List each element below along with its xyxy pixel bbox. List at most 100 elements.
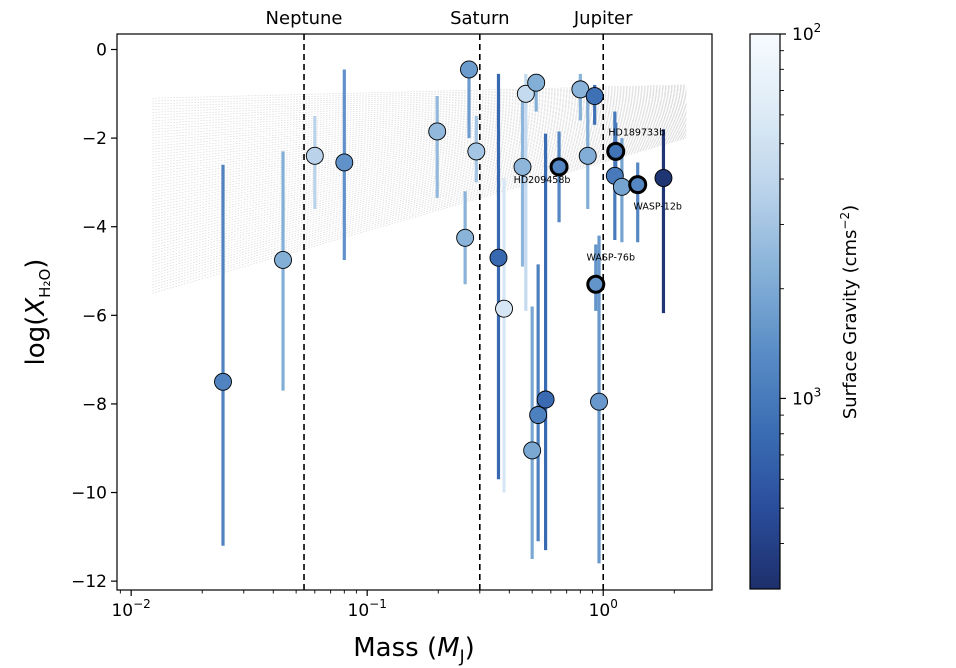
model-fan-line	[152, 100, 687, 156]
model-fan-line	[152, 91, 687, 124]
model-fan-line	[152, 113, 687, 206]
model-fan-line	[152, 118, 687, 223]
data-point	[654, 169, 673, 187]
model-fan-line	[152, 117, 687, 221]
data-point	[529, 406, 548, 424]
model-fan-line	[152, 120, 687, 232]
model-fan-line	[152, 130, 687, 266]
model-fan-line	[152, 123, 687, 240]
colorbar	[749, 33, 781, 590]
model-fan-line	[152, 132, 687, 274]
model-fan-line	[152, 130, 687, 269]
data-point	[578, 146, 597, 165]
model-fan-line	[152, 110, 687, 195]
y-tick-label: −8	[82, 395, 107, 415]
y-axis: 0 −2 −4 −6 −8 −10 −12	[71, 41, 117, 592]
data-point-wasp-12b	[628, 175, 648, 195]
y-axis-label: log(XH₂O)	[21, 259, 54, 366]
model-fan-line	[152, 117, 687, 218]
model-fan-line	[152, 101, 687, 161]
model-fan-line	[152, 129, 687, 263]
model-fan-line	[152, 107, 687, 184]
model-fan-line	[152, 90, 687, 122]
model-fan-line	[152, 84, 687, 99]
model-fan-line	[152, 124, 687, 246]
x-axis-label: Mass (MJ)	[353, 633, 475, 667]
model-fan-line	[152, 119, 687, 226]
reference-label-saturn: Saturn	[450, 8, 509, 29]
data-point	[590, 392, 608, 411]
planet-label-hd189733b: HD189733b	[608, 127, 665, 138]
data-point-wasp-76b	[586, 274, 606, 294]
model-fan-line	[152, 96, 687, 141]
model-fan-line	[152, 88, 687, 113]
model-fan-line	[152, 98, 687, 150]
planet-label-wasp-12b: WASP-12b	[633, 202, 681, 213]
model-fan-line	[152, 100, 687, 158]
data-point	[335, 153, 354, 172]
y-tick-label: −10	[71, 484, 107, 504]
model-fan-line	[152, 134, 687, 283]
data-point	[513, 157, 532, 176]
model-fan-line	[152, 105, 687, 175]
data-point	[467, 142, 486, 161]
reference-label-neptune: Neptune	[266, 8, 343, 29]
model-fan-line	[152, 90, 687, 119]
model-fan-line	[152, 127, 687, 257]
planet-labels: HD209458b WASP-76b HD189733b WASP-12b	[514, 127, 682, 263]
data-point	[536, 390, 555, 409]
model-fan-line	[152, 122, 687, 237]
data-point	[489, 248, 508, 267]
model-fan-line	[152, 136, 687, 288]
model-fan-line	[152, 104, 687, 172]
model-fan-line	[152, 126, 687, 252]
data-point	[585, 87, 604, 105]
model-fan	[152, 84, 687, 294]
model-fan-line	[152, 115, 687, 212]
model-fan-line	[152, 111, 687, 198]
model-fan-line	[152, 137, 687, 291]
data-point-hd209458b	[549, 157, 569, 177]
x-tick-label: 10−2	[111, 597, 150, 621]
model-fan-line	[152, 133, 687, 277]
planet-label-hd209458b: HD209458b	[514, 175, 571, 186]
reference-lines: Neptune Saturn Jupiter	[266, 8, 633, 590]
colorbar-label: Surface Gravity (cms−2)	[838, 205, 861, 419]
colorbar-ticks: 102 103	[780, 21, 821, 544]
model-fan-line	[152, 113, 687, 204]
model-fan-line	[152, 116, 687, 215]
data-point	[523, 441, 542, 460]
model-fan-line	[152, 131, 687, 271]
plot-frame	[116, 33, 713, 591]
model-fan-line	[152, 92, 687, 127]
model-fan-line	[152, 127, 687, 254]
model-fan-line	[152, 96, 687, 144]
model-fan-line	[152, 137, 687, 294]
reference-label-jupiter: Jupiter	[573, 8, 633, 29]
data-point	[274, 250, 292, 269]
model-fan-line	[152, 123, 687, 243]
data-point	[456, 228, 475, 247]
x-tick-label: 100	[589, 597, 618, 621]
y-tick-label: −6	[82, 306, 107, 326]
data-point	[516, 84, 535, 103]
colorbar-tick-label: 103	[792, 385, 821, 409]
model-fan-line	[152, 106, 687, 181]
colorbar-tick-label: 102	[792, 21, 821, 45]
model-fan-line	[152, 114, 687, 209]
model-fan-line	[152, 112, 687, 201]
model-fan-line	[152, 95, 687, 139]
model-fan-line	[152, 93, 687, 130]
model-fan-line	[152, 99, 687, 153]
y-tick-label: −4	[82, 218, 107, 238]
x-tick-label: 10−1	[348, 597, 387, 621]
x-axis: 10−2 10−1 100	[111, 590, 675, 621]
model-fan-line	[152, 135, 687, 285]
model-fan-line	[152, 128, 687, 260]
model-fan-line	[152, 102, 687, 164]
data-points	[214, 60, 673, 460]
model-fan-line	[152, 125, 687, 249]
planet-label-wasp-76b: WASP-76b	[587, 252, 635, 263]
model-fan-line	[152, 94, 687, 136]
